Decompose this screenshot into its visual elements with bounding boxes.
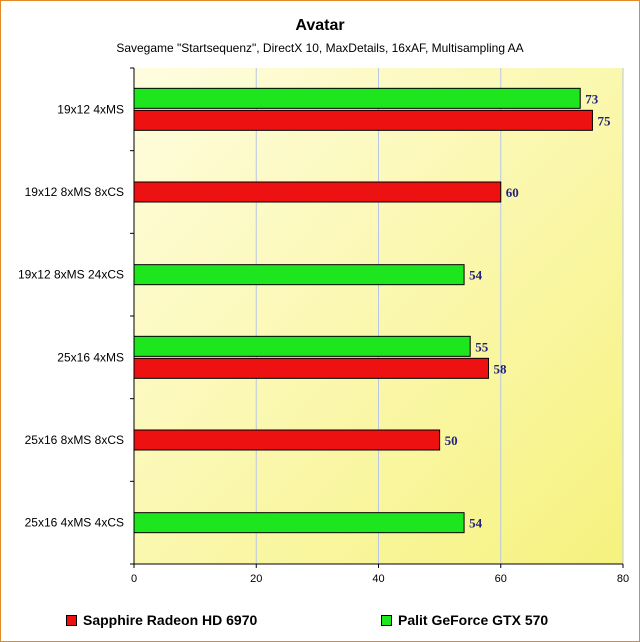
category-label: 19x12 4xMS: [57, 102, 124, 116]
chart-subtitle: Savegame "Startsequenz", DirectX 10, Max…: [116, 41, 524, 55]
data-label: 55: [475, 339, 489, 354]
category-label: 25x16 4xMS: [57, 350, 124, 364]
bar: [133, 181, 502, 203]
category-label: 19x12 8xMS 8xCS: [25, 185, 124, 199]
category-label: 25x16 8xMS 8xCS: [25, 433, 124, 447]
bar: [133, 512, 465, 534]
bar: [133, 109, 593, 131]
legend-swatch: [381, 614, 392, 626]
data-label: 50: [445, 433, 458, 448]
chart-title: Avatar: [295, 17, 345, 34]
data-label: 54: [469, 268, 483, 283]
x-tick-label: 80: [617, 573, 629, 585]
bar: [133, 429, 441, 451]
data-label: 58: [494, 361, 508, 376]
legend-item-palit: Palit GeForce GTX 570: [381, 612, 548, 628]
category-label: 19x12 8xMS 24xCS: [18, 268, 124, 282]
data-label: 60: [506, 185, 519, 200]
legend-swatch: [66, 614, 77, 626]
bar: [133, 357, 490, 379]
data-label: 75: [597, 113, 611, 128]
bar: [133, 87, 581, 109]
data-label: 54: [469, 516, 483, 531]
x-tick-label: 0: [131, 573, 137, 585]
bar: [133, 264, 465, 286]
legend-item-sapphire: Sapphire Radeon HD 6970: [66, 612, 257, 628]
legend-label: Sapphire Radeon HD 6970: [83, 612, 258, 628]
x-tick-label: 40: [372, 573, 384, 585]
legend-label: Palit GeForce GTX 570: [398, 612, 549, 628]
category-label: 25x16 4xMS 4xCS: [25, 516, 124, 530]
bar: [133, 335, 471, 357]
x-tick-label: 60: [495, 573, 507, 585]
data-label: 73: [585, 91, 599, 106]
x-tick-label: 20: [250, 573, 262, 585]
